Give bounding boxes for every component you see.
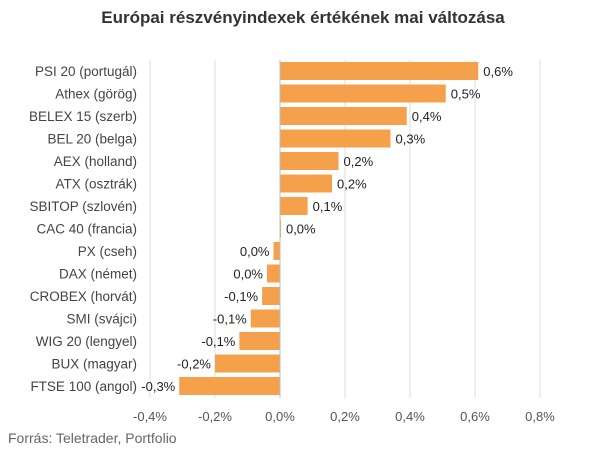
- category-label: CAC 40 (francia): [36, 222, 137, 237]
- bar: [280, 129, 391, 148]
- category-label: SBITOP (szlovén): [29, 199, 137, 214]
- category-label: FTSE 100 (angol): [30, 379, 137, 394]
- bar: [215, 354, 280, 373]
- value-label: 0,2%: [337, 177, 367, 192]
- category-label: DAX (német): [59, 267, 137, 282]
- bar: [267, 264, 280, 283]
- bar: [250, 309, 280, 328]
- value-label: 0,0%: [286, 222, 316, 237]
- bar: [280, 174, 332, 193]
- category-label: CROBEX (horvát): [30, 289, 137, 304]
- category-label: BELEX 15 (szerb): [29, 109, 137, 124]
- bars: [179, 62, 479, 395]
- category-label: BUX (magyar): [51, 357, 137, 372]
- value-label: 0,4%: [412, 109, 442, 124]
- value-label: 0,0%: [233, 267, 263, 282]
- bar: [280, 152, 339, 170]
- value-label: -0,1%: [224, 289, 258, 304]
- category-label: AEX (holland): [54, 154, 137, 169]
- bar: [280, 62, 479, 80]
- category-label: PX (cseh): [78, 244, 137, 259]
- bar: [280, 197, 308, 215]
- value-label: -0,3%: [141, 379, 175, 394]
- bar: [179, 377, 280, 395]
- value-label: -0,2%: [177, 357, 211, 372]
- x-tick-label: 0,4%: [395, 409, 425, 424]
- value-label: 0,2%: [344, 154, 374, 169]
- x-tick-label: 0,8%: [525, 409, 555, 424]
- chart-title: Európai részvényindexek értékének mai vá…: [101, 8, 505, 27]
- category-label: ATX (osztrák): [55, 177, 137, 192]
- x-tick-label: -0,4%: [133, 409, 167, 424]
- x-tick-label: 0,0%: [265, 409, 295, 424]
- value-label: -0,1%: [201, 334, 235, 349]
- bar: [273, 242, 280, 260]
- category-label: Athex (görög): [55, 87, 137, 102]
- bar: [280, 84, 446, 103]
- source-note: Forrás: Teletrader, Portfolio: [8, 430, 177, 446]
- x-tick-label: 0,6%: [460, 409, 490, 424]
- category-label: SMI (svájci): [67, 312, 138, 327]
- category-labels: PSI 20 (portugál) Athex (görög) BELEX 15 (…: [29, 64, 137, 394]
- x-tick-labels: -0,4% -0,2% 0,0% 0,2% 0,4% 0,6% 0,8%: [133, 409, 555, 424]
- value-label: 0,5%: [451, 87, 481, 102]
- x-tick-label: 0,2%: [330, 409, 360, 424]
- category-label: BEL 20 (belga): [47, 132, 137, 147]
- value-label: 0,3%: [396, 132, 426, 147]
- value-label: 0,1%: [313, 199, 343, 214]
- bar: [239, 332, 280, 350]
- value-labels: 0,6%0,5% 0,4% 0,3% 0,2% 0,2% 0,1% 0,0% 0,0% 0,0%…: [141, 64, 513, 394]
- value-label: 0,6%: [483, 64, 513, 79]
- category-label: PSI 20 (portugál): [35, 64, 137, 79]
- value-label: -0,1%: [213, 312, 247, 327]
- category-label: WIG 20 (lengyel): [36, 334, 137, 349]
- x-tick-label: -0,2%: [198, 409, 232, 424]
- bar: [280, 107, 407, 125]
- grid-lines: [149, 60, 541, 398]
- bar: [262, 287, 280, 305]
- value-label: 0,0%: [240, 244, 270, 259]
